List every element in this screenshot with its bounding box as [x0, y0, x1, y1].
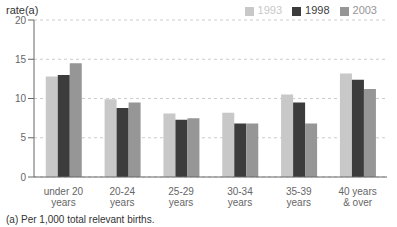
- svg-text:under 20years: under 20years: [44, 186, 84, 208]
- svg-text:15: 15: [15, 54, 27, 65]
- svg-text:5: 5: [20, 132, 26, 143]
- html-text:1993: 1993: [257, 4, 282, 16]
- svg-text:25-29years: 25-29years: [168, 186, 194, 208]
- html-text:2003: 2003: [352, 4, 377, 16]
- html-text:1998: 1998: [305, 4, 330, 16]
- svg-text:0: 0: [20, 172, 26, 183]
- svg-text:40 years& over: 40 years& over: [338, 186, 376, 208]
- svg-text:20: 20: [15, 15, 27, 26]
- svg-text:30-34years: 30-34years: [227, 186, 253, 208]
- svg-text:10: 10: [15, 93, 27, 104]
- html-text:rate(a): rate(a): [6, 4, 39, 16]
- svg-text:35-39years: 35-39years: [286, 186, 312, 208]
- svg-text:20-24years: 20-24years: [109, 186, 135, 208]
- html-text:(a) Per 1,000 total relevant b: (a) Per 1,000 total relevant births.: [6, 214, 155, 225]
